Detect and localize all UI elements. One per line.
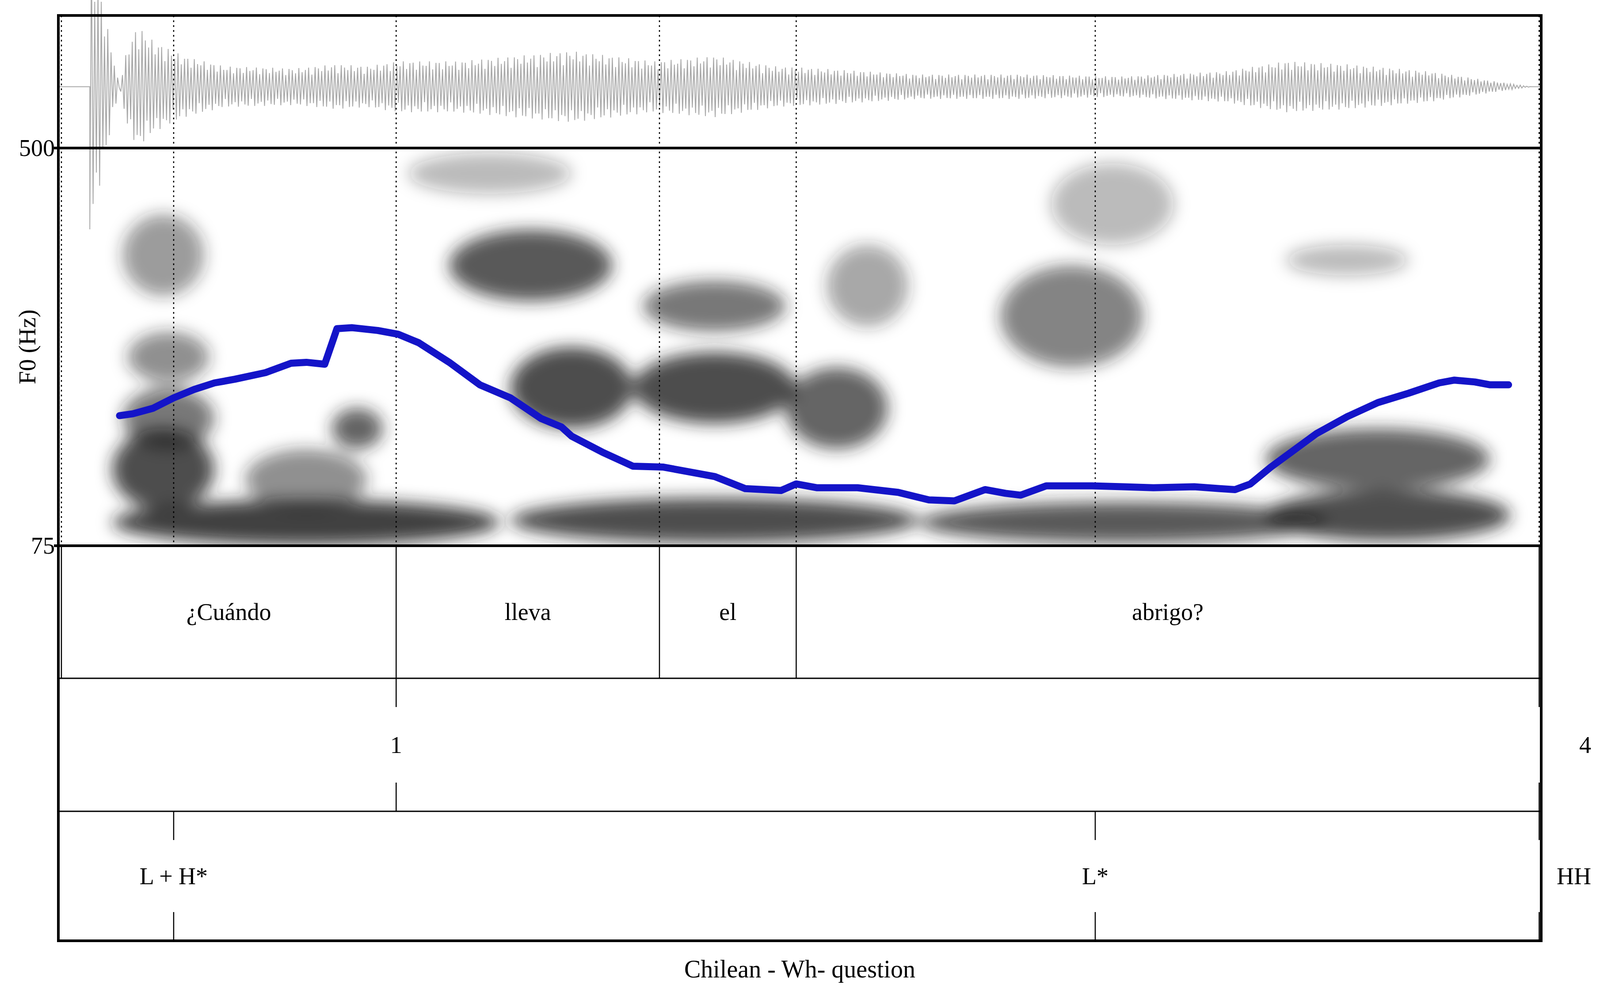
tone-label: HH	[1556, 863, 1592, 890]
spectrogram-blob	[1051, 163, 1174, 245]
word-label: ¿Cuándo	[186, 598, 272, 626]
y-tick	[53, 146, 1542, 150]
spectrogram-blob	[122, 214, 205, 297]
spectrogram-blob	[918, 502, 1327, 543]
word-boundary	[795, 545, 797, 679]
word-label: el	[719, 598, 737, 626]
y-tick-label: 500	[19, 134, 55, 162]
tone-tick	[173, 912, 175, 941]
break-index-tick	[395, 678, 397, 708]
spectrogram	[112, 152, 1511, 545]
spectrogram-blob	[510, 346, 633, 429]
word-boundary	[659, 545, 661, 679]
f0-line	[119, 327, 1509, 502]
spectrogram-blob	[826, 244, 909, 327]
y-axis-label: F0 (Hz)	[14, 309, 41, 385]
break-index-tick	[1538, 678, 1540, 708]
background	[0, 0, 1600, 1000]
waveform	[58, 0, 1542, 230]
plot-area	[119, 327, 1509, 502]
tier-border	[58, 678, 1542, 680]
frame	[58, 15, 1542, 941]
tier-border	[58, 811, 1542, 813]
spectrogram-blob	[127, 331, 210, 383]
word-boundary	[60, 545, 63, 679]
tone-tick	[1538, 912, 1540, 941]
tone-tick	[1094, 811, 1097, 841]
time-marker	[395, 15, 397, 546]
tone-label: L*	[1081, 863, 1109, 890]
time-marker	[60, 15, 63, 546]
word-boundary	[395, 545, 397, 679]
word-label: abrigo?	[1131, 598, 1204, 626]
break-index-label: 4	[1579, 731, 1592, 759]
figure: 75 500 F0 (Hz) ¿Cuándo lleva el abrigo? 1 4 L + H…	[0, 0, 1600, 1000]
spectrogram-blob	[331, 408, 383, 450]
spectrogram-blob	[1285, 244, 1409, 276]
spectrogram-blob	[1265, 489, 1511, 541]
break-index-label: 1	[390, 731, 403, 759]
spectrogram-blob	[1000, 265, 1143, 368]
spectrogram-blob	[510, 498, 919, 544]
break-index-tick	[395, 782, 397, 812]
break-index-tick	[1538, 782, 1540, 812]
y-tick-label: 75	[30, 532, 55, 560]
spectrogram-blob	[449, 229, 613, 302]
tone-label: L + H*	[139, 863, 208, 890]
title: Chilean - Wh- question	[684, 955, 916, 983]
time-marker	[1538, 15, 1540, 546]
word-boundary	[1538, 545, 1540, 679]
tone-tick	[1094, 912, 1097, 941]
spectrogram-blob	[408, 152, 572, 194]
tone-tick	[1538, 811, 1540, 841]
time-marker	[173, 15, 175, 546]
spectrogram-blob	[632, 352, 797, 424]
time-marker	[1094, 15, 1097, 546]
time-marker	[1538, 15, 1540, 546]
spectrogram-blob	[643, 280, 786, 332]
tone-tick	[173, 811, 175, 841]
spectrogram-blob	[785, 367, 888, 450]
word-label: lleva	[504, 598, 552, 626]
spectrogram-blob	[244, 449, 368, 511]
time-marker	[795, 15, 797, 546]
spectrogram-blob	[1265, 428, 1490, 491]
y-tick	[53, 544, 1542, 548]
